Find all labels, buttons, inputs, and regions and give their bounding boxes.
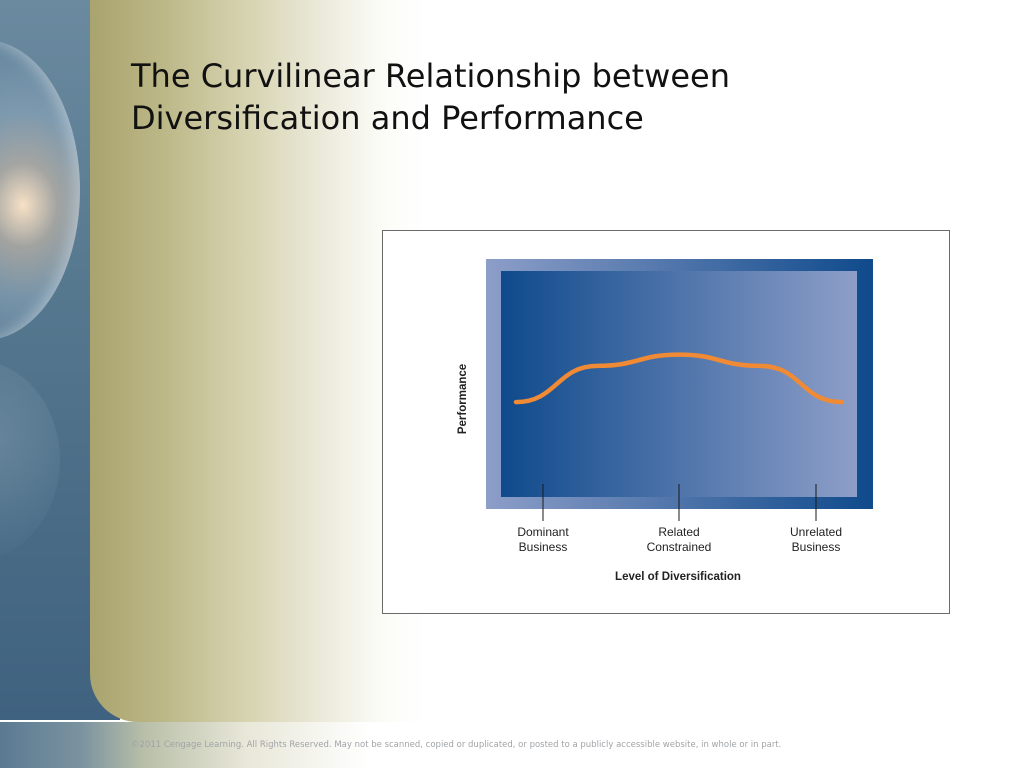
slide-title-line-2: Diversification and Performance — [131, 99, 644, 137]
slide-title-line-1: The Curvilinear Relationship between — [131, 57, 730, 95]
x-axis-title: Level of Diversification — [615, 571, 741, 583]
chart-canvas — [486, 259, 873, 521]
copyright-notice: ©2011 Cengage Learning. All Rights Reser… — [131, 740, 782, 750]
globe-image — [0, 40, 80, 340]
performance-curve — [513, 352, 845, 405]
footer-band — [0, 722, 1024, 768]
y-axis-title: Performance — [457, 363, 469, 435]
slide-title: The Curvilinear Relationship between Div… — [131, 55, 991, 139]
chart-plot-area — [501, 271, 857, 497]
globe-reflection — [0, 360, 60, 560]
x-tick-label-3: Unrelated Business — [789, 525, 843, 554]
x-tick-label-2: Related Constrained — [646, 525, 712, 554]
x-tick-label-1: Dominant Business — [517, 525, 569, 554]
chart-figure: Dominant Business Related Constrained Unre… — [382, 230, 950, 614]
